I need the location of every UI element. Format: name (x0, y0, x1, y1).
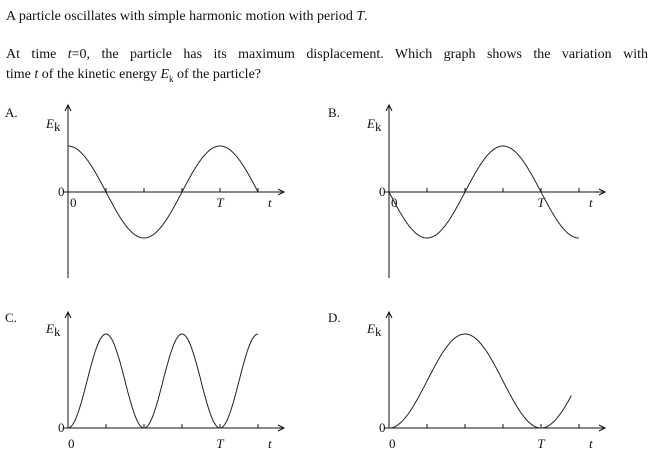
x-axis-label: t (268, 436, 272, 451)
option-label: D. (328, 310, 341, 325)
var-sub: k (169, 73, 174, 84)
y-origin-label: 0 (379, 420, 386, 435)
var-E: E (160, 67, 170, 82)
y-axis-arrow-icon (385, 310, 393, 319)
y-axis-label: E (366, 116, 375, 131)
y-axis-label-subscript: k (54, 324, 61, 339)
y-axis-label: E (45, 321, 54, 336)
x-origin-label: 0 (68, 436, 75, 451)
x-axis-arrow-icon (598, 188, 607, 196)
y-axis-arrow-icon (385, 103, 393, 112)
y-axis-arrow-icon (64, 103, 72, 112)
x-origin-label: 0 (389, 436, 396, 451)
question-line-1: A particle oscillates with simple harmon… (6, 9, 368, 25)
y-axis-label-subscript: k (54, 119, 61, 134)
x-axis-arrow-icon (277, 424, 286, 432)
option-label: C. (5, 310, 17, 325)
kinetic-energy-curve (68, 145, 259, 239)
punct: . (364, 9, 368, 24)
period-label: T (216, 436, 224, 451)
var-t: t (34, 67, 39, 82)
y-axis-label: E (366, 321, 375, 336)
period-label: T (216, 195, 224, 210)
question-text: At time (6, 47, 57, 62)
y-origin-label: 0 (58, 420, 65, 435)
x-axis-arrow-icon (598, 424, 607, 432)
kinetic-energy-curve (67, 333, 259, 429)
question-text: time (6, 67, 31, 82)
period-label: T (537, 195, 545, 210)
question-line-2: At time t=0, the particle has its maximu… (6, 47, 648, 63)
var-t: t (67, 47, 72, 62)
x-axis-label: t (589, 195, 593, 210)
y-axis-arrow-icon (64, 310, 72, 319)
x-axis-label: t (268, 195, 272, 210)
question-line-3: time t of the kinetic energy Ek of the p… (6, 67, 261, 84)
y-axis-label-subscript: k (375, 119, 382, 134)
x-axis-label: t (589, 436, 593, 451)
y-origin-label: 0 (58, 184, 65, 199)
question-text: of the particle? (177, 67, 261, 82)
question-text: =0, the particle has its maximum displac… (71, 47, 648, 62)
option-label: A. (5, 105, 18, 120)
option-label: B. (328, 105, 340, 120)
kinetic-energy-curve (389, 333, 572, 429)
y-axis-label: E (45, 116, 54, 131)
question-text: A particle oscillates with simple harmon… (6, 9, 353, 24)
var-T: T (356, 9, 365, 24)
y-axis-label-subscript: k (375, 324, 382, 339)
x-axis-arrow-icon (277, 188, 286, 196)
kinetic-energy-curve (388, 145, 579, 239)
y-origin-label: 0 (379, 184, 386, 199)
x-origin-label: 0 (70, 195, 77, 210)
period-label: T (537, 436, 545, 451)
question-text: of the kinetic energy (41, 67, 157, 82)
